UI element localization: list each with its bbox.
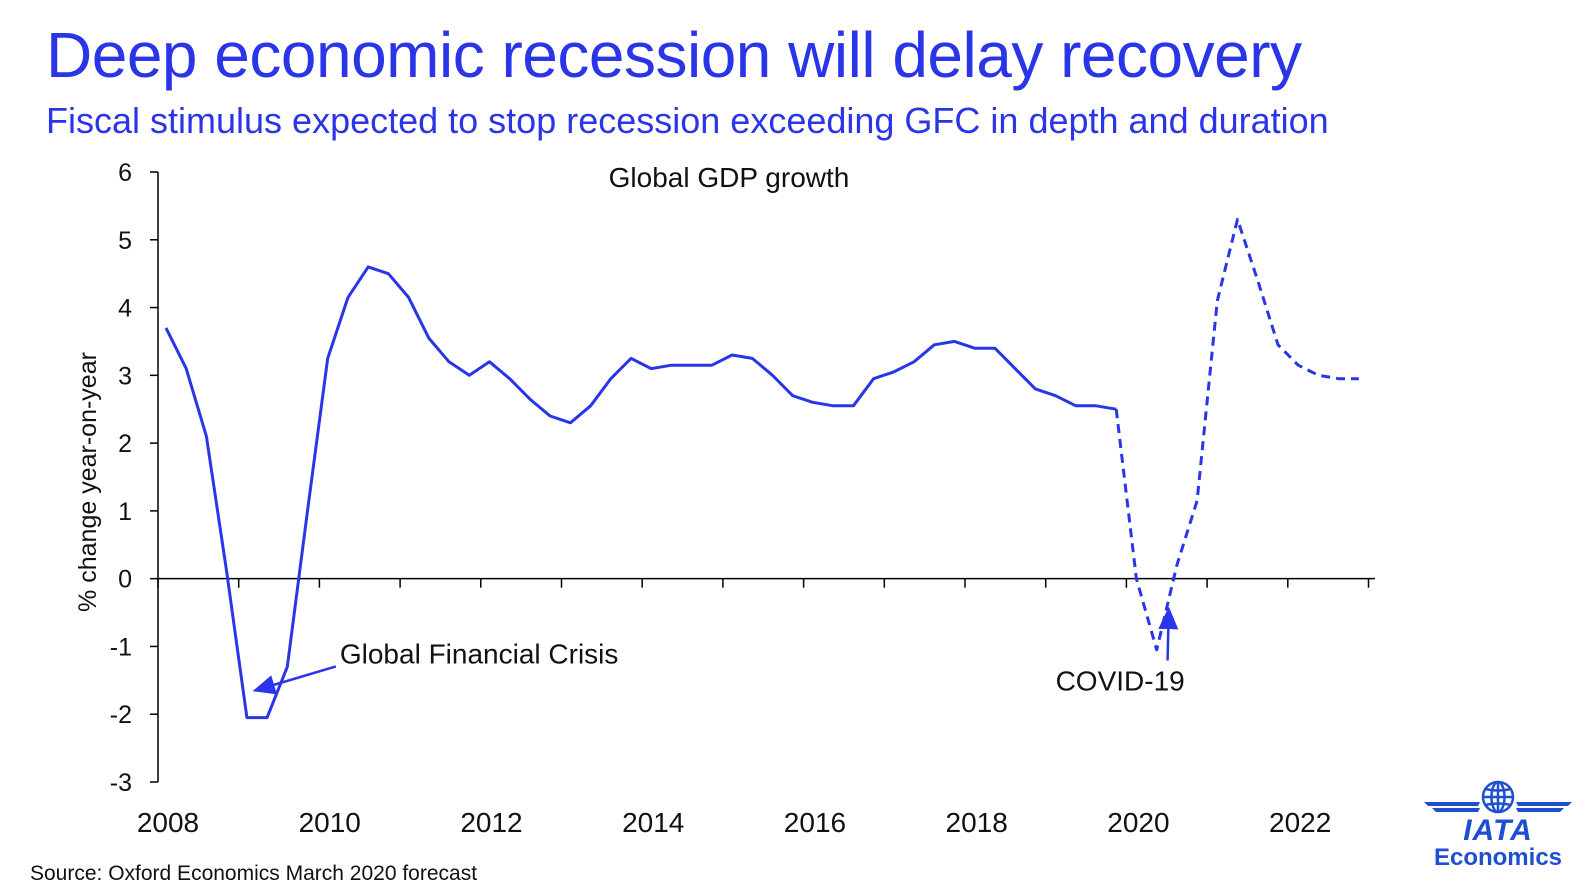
iata-logo: IATA Economics	[1418, 780, 1578, 890]
forecast-series-line	[1114, 217, 1359, 652]
logo-caption: Economics	[1433, 844, 1563, 871]
logo-wordmark: IATA	[1463, 814, 1533, 847]
x-tick-label: 2012	[460, 807, 522, 838]
y-tick-label: 2	[118, 430, 132, 458]
x-tick-label: 2016	[784, 807, 846, 838]
x-tick-label: 2022	[1269, 807, 1331, 838]
chart-title: Global GDP growth	[609, 162, 850, 193]
covid-annotation-arrow	[1158, 606, 1179, 661]
y-axis-title: % change year-on-year	[74, 352, 102, 612]
y-tick-label: 1	[118, 498, 132, 526]
y-tick-label: 6	[118, 159, 132, 187]
y-tick-label: 5	[118, 227, 132, 255]
y-tick-label: 4	[118, 295, 132, 323]
y-tick-label: 3	[118, 362, 132, 390]
x-tick-label: 2018	[946, 807, 1008, 838]
gfc-annotation-arrow	[252, 665, 337, 695]
globe-wings-icon	[1424, 780, 1572, 814]
covid-annotation-label: COVID-19	[1056, 666, 1185, 697]
x-tick-label: 2014	[622, 807, 684, 838]
y-tick-label: -3	[110, 769, 132, 797]
source-note: Source: Oxford Economics March 2020 fore…	[30, 862, 478, 885]
y-tick-label: 0	[118, 566, 132, 594]
page-subtitle: Fiscal stimulus expected to stop recessi…	[46, 100, 1329, 141]
page-title: Deep economic recession will delay recov…	[46, 19, 1302, 91]
y-tick-label: -2	[110, 701, 132, 729]
x-tick-label: 2010	[299, 807, 361, 838]
history-series-line	[164, 265, 1117, 720]
gfc-annotation-label: Global Financial Crisis	[340, 638, 619, 669]
y-tick-label: -1	[110, 633, 132, 661]
x-tick-label: 2008	[137, 807, 199, 838]
x-tick-label: 2020	[1107, 807, 1169, 838]
